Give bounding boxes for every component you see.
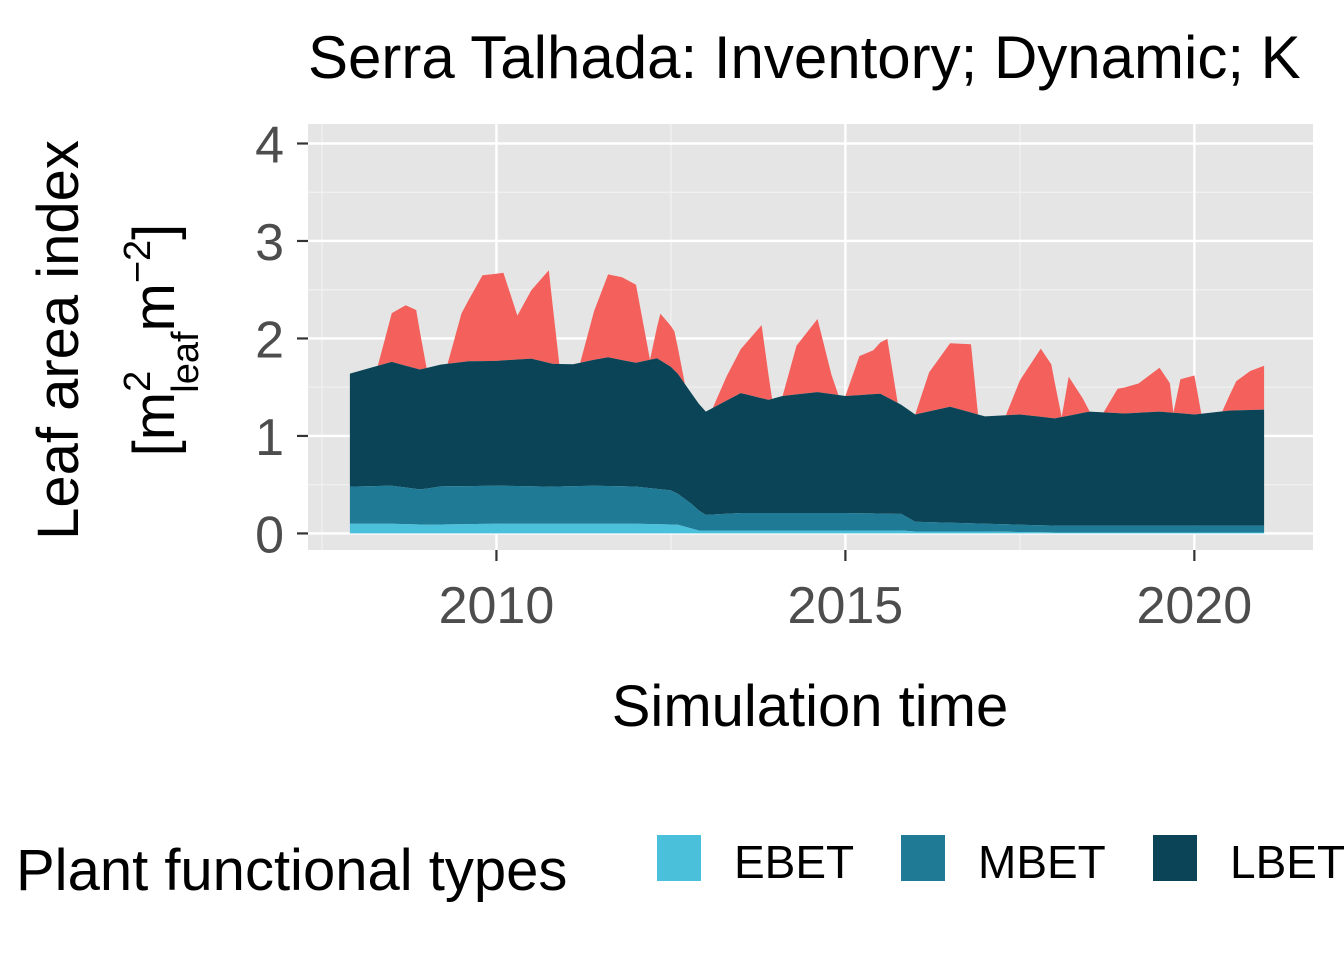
- x-tick-label: 2015: [788, 577, 904, 635]
- area-lbet: [349, 357, 1265, 526]
- y-axis-title-units: [m2 leafm−2]: [117, 224, 207, 457]
- y-axis-title-line1: Leaf area index: [26, 140, 91, 540]
- legend: Plant functional types EBET MBET LBET: [16, 833, 1344, 903]
- legend-key-lbet: [1151, 833, 1199, 883]
- legend-label-lbet: LBET: [1230, 836, 1344, 888]
- y-tick-label: 0: [255, 506, 284, 564]
- area-ebet: [349, 523, 1265, 534]
- y-tick-label: 3: [255, 214, 284, 272]
- legend-item-ebet: EBET: [655, 833, 854, 888]
- y-tick-label: 4: [255, 116, 284, 174]
- x-axis-title: Simulation time: [612, 674, 1008, 739]
- x-tick-label: 2010: [439, 577, 555, 635]
- y-axis-title: Leaf area index [m2 leafm−2]: [26, 140, 207, 540]
- legend-key-ebet: [655, 833, 703, 883]
- legend-item-lbet: LBET: [1151, 833, 1344, 888]
- legend-label-mbet: MBET: [978, 836, 1106, 888]
- legend-label-ebet: EBET: [734, 836, 854, 888]
- legend-title: Plant functional types: [16, 838, 567, 903]
- y-axis: 0 1 2 3 4: [255, 116, 308, 564]
- area-mbet: [349, 485, 1265, 533]
- legend-item-mbet: MBET: [899, 833, 1106, 888]
- chart-title: Serra Talhada: Inventory; Dynamic; K: [308, 24, 1301, 91]
- y-tick-label: 2: [255, 311, 284, 369]
- x-axis: 2010 2015 2020: [439, 550, 1253, 635]
- x-tick-label: 2020: [1137, 577, 1253, 635]
- y-tick-label: 1: [255, 409, 284, 467]
- area-series-group: [349, 270, 1265, 534]
- area-unlabeled: [349, 270, 1265, 419]
- legend-key-mbet: [899, 833, 947, 883]
